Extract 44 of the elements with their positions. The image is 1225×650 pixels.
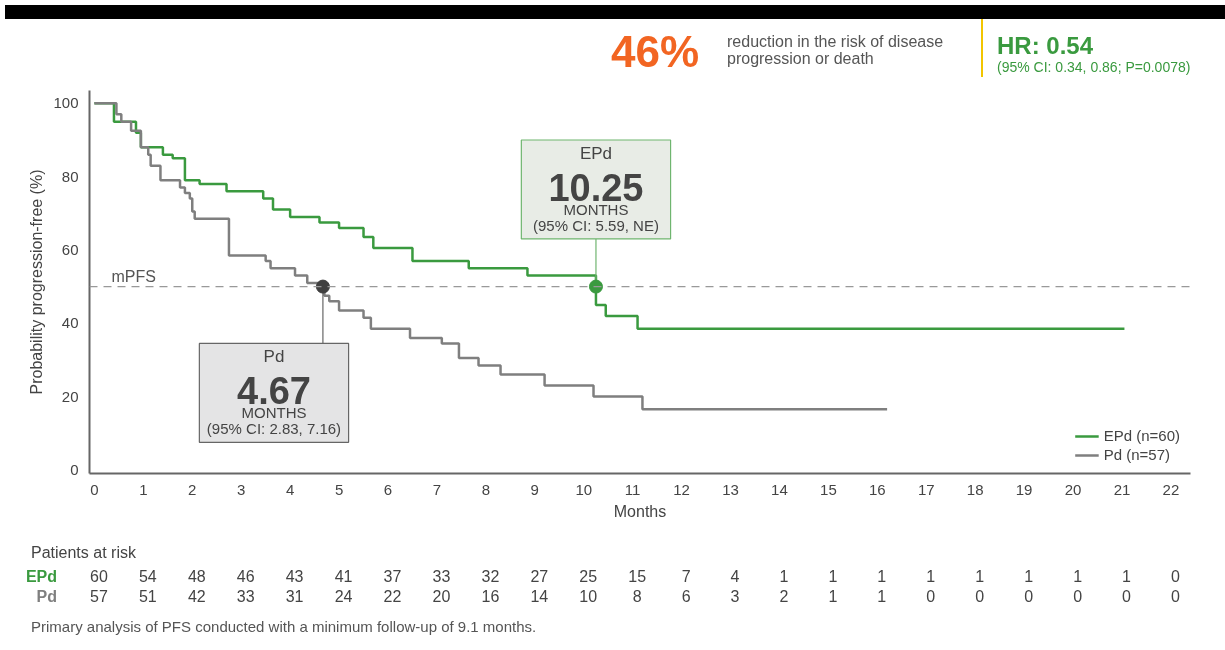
x-tick-label: 0: [90, 480, 99, 498]
x-tick-label: 20: [1064, 480, 1082, 498]
x-tick-label: 7: [432, 480, 442, 498]
x-tick-label: 18: [966, 480, 984, 498]
x-axis-title: Months: [613, 502, 667, 520]
x-tick-label: 5: [334, 480, 344, 498]
y-axis-title: Probability progression-free (%): [28, 169, 46, 395]
x-tick-label: 16: [868, 480, 886, 498]
text: (95% CI: 0.34, 0.86; P=0.0078): [997, 58, 1191, 77]
x-tick-label: 10: [575, 480, 593, 498]
text: reduction in the risk of disease progression or death: [727, 33, 945, 67]
y-tick-label: 80: [61, 167, 79, 185]
x-tick-label: 11: [624, 480, 641, 498]
y-tick-label: 0: [70, 460, 79, 478]
x-tick-label: 19: [1015, 480, 1033, 498]
y-tick-label: 40: [61, 314, 79, 332]
legend-label: Pd (n=57): [1103, 446, 1170, 463]
x-tick-label: 4: [285, 480, 295, 498]
x-tick-label: 17: [917, 480, 935, 498]
x-tick-label: 9: [530, 480, 539, 498]
text: HR: 0.54: [997, 31, 1094, 61]
annotation: EPd 10.25 MONTHS (95% CI: 5.59, NE): [533, 143, 659, 234]
x-tick-label: 1: [139, 480, 148, 498]
x-tick-label: 15: [820, 480, 837, 498]
x-tick-label: 22: [1162, 480, 1180, 498]
x-tick-label: 21: [1113, 480, 1131, 498]
x-tick-label: 12: [673, 480, 690, 498]
text: EPd 60 54 48 46 43 41 37 33 32 27 25 15 7 4 1 1 1 1 1 1 1 1 0: [25, 568, 1180, 585]
x-tick-label: 8: [481, 480, 491, 498]
x-tick-label: 2: [188, 480, 197, 498]
y-tick-label: 60: [61, 240, 79, 258]
x-tick-label: 13: [722, 480, 739, 498]
annotation: Pd 4.67 MONTHS (95% CI: 2.83, 7.16): [206, 347, 342, 438]
legend-label: EPd (n=60): [1103, 427, 1180, 444]
text: Primary analysis of PFS conducted with a minimum follow-up of 9.1 months.: [31, 617, 537, 637]
x-tick-label: 14: [771, 480, 788, 498]
ref-line-label: mPFS: [111, 267, 156, 285]
x-tick-label: 3: [237, 480, 246, 498]
x-tick-label: 6: [383, 480, 393, 498]
text: Patients at risk: [31, 543, 136, 563]
text: 46%: [611, 27, 700, 77]
y-tick-label: 100: [53, 94, 79, 112]
text: Pd 57 51 42 33 31 24 22 20 16 14 10 8 6 3 2 1 1 0 0 0 0 0 0: [36, 588, 1180, 605]
y-tick-label: 20: [61, 387, 79, 405]
